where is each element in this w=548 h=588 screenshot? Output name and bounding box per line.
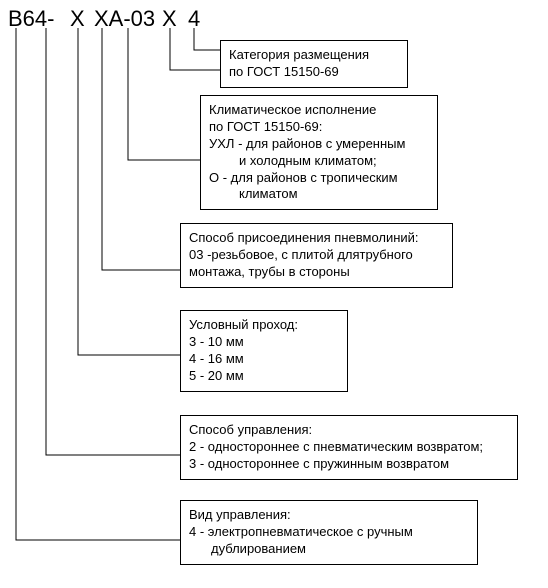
text-line: по ГОСТ 15150-69: xyxy=(209,119,429,136)
text-line: 3 - одностороннее с пружинным возвратом xyxy=(189,456,509,473)
box-control-type: Вид управления: 4 - электропневматическо… xyxy=(180,500,478,565)
box-connection: Способ присоединения пневмолиний: 03 -ре… xyxy=(180,223,453,288)
text-line: по ГОСТ 15150-69 xyxy=(229,64,399,81)
code-segment-ctrl: Х xyxy=(70,6,85,32)
text-line: дублированием xyxy=(189,541,469,558)
box-climate: Климатическое исполнение по ГОСТ 15150-6… xyxy=(200,95,438,210)
text-line: 2 - одностороннее с пневматическим возвр… xyxy=(189,439,509,456)
code-segment-base: В64- xyxy=(8,6,54,32)
box-placement-category: Категория размещения по ГОСТ 15150-69 xyxy=(220,40,408,88)
text-line: 4 - электропневматическое с ручным xyxy=(189,524,469,541)
text-line: 03 -резьбовое, с плитой длятрубного xyxy=(189,247,444,264)
code-segment-cat: 4 xyxy=(188,6,200,32)
text-line: Климатическое исполнение xyxy=(209,102,429,119)
text-line: 4 - 16 мм xyxy=(189,351,339,368)
text-line: Способ присоединения пневмолиний: xyxy=(189,230,444,247)
text-line: О - для районов с тропическим xyxy=(209,170,429,187)
code-segment-clim: Х xyxy=(162,6,177,32)
box-nominal-bore: Условный проход: 3 - 10 мм 4 - 16 мм 5 -… xyxy=(180,310,348,392)
text-line: Категория размещения xyxy=(229,47,399,64)
box-control-method: Способ управления: 2 - одностороннее с п… xyxy=(180,415,518,480)
text-line: Способ управления: xyxy=(189,422,509,439)
code-segment-xa03: ХА-03 xyxy=(94,6,155,32)
text-line: и холодным климатом; xyxy=(209,153,429,170)
ordering-code-diagram: В64- Х ХА-03 Х 4 Категория размещения по… xyxy=(0,0,548,588)
text-line: монтажа, трубы в стороны xyxy=(189,264,444,281)
text-line: Условный проход: xyxy=(189,317,339,334)
text-line: УХЛ - для районов с умеренным xyxy=(209,136,429,153)
text-line: Вид управления: xyxy=(189,507,469,524)
text-line: 5 - 20 мм xyxy=(189,368,339,385)
text-line: климатом xyxy=(209,186,429,203)
text-line: 3 - 10 мм xyxy=(189,334,339,351)
